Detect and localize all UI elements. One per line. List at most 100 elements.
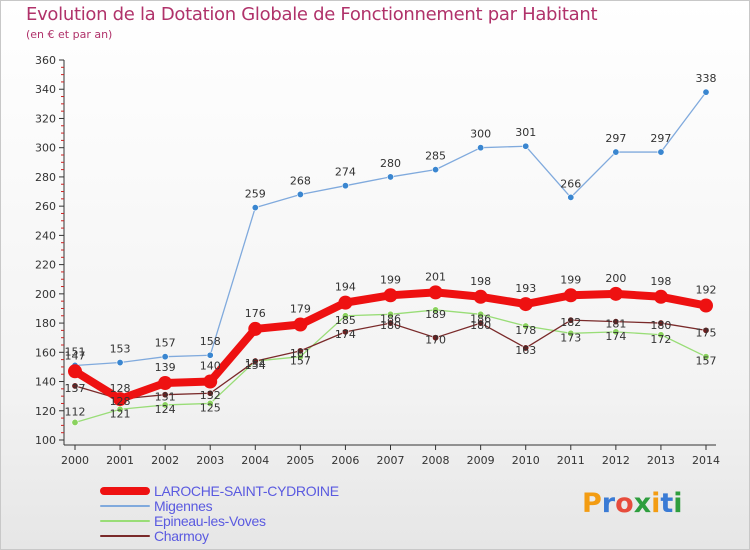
proxiti-logo: Proxiti <box>582 488 683 519</box>
data-point-1 <box>567 193 575 201</box>
data-point-3 <box>477 319 485 327</box>
logo-letter: x <box>633 488 652 519</box>
legend-swatch <box>100 520 150 522</box>
legend-swatch <box>100 487 150 495</box>
data-label-1: 157 <box>155 337 176 350</box>
data-label-1: 301 <box>515 126 536 139</box>
data-label-0: 199 <box>560 273 581 286</box>
data-point-3 <box>206 389 214 397</box>
data-label-1: 153 <box>110 343 131 356</box>
logo-letter: i <box>673 488 683 519</box>
data-point-1 <box>477 144 485 152</box>
legend-swatch <box>100 505 150 507</box>
data-label-1: 297 <box>650 132 671 145</box>
data-label-3: 163 <box>515 344 536 357</box>
data-point-2 <box>567 329 575 337</box>
data-point-0 <box>518 297 533 312</box>
data-label-2: 185 <box>335 314 356 327</box>
data-label-0: 199 <box>380 273 401 286</box>
data-label-0: 179 <box>290 303 311 316</box>
logo-letter: i <box>651 488 661 519</box>
y-tick-label: 260 <box>35 200 56 213</box>
data-point-1 <box>386 173 394 181</box>
data-point-3 <box>432 334 440 342</box>
legend-swatch <box>100 535 150 537</box>
data-point-2 <box>161 401 169 409</box>
data-label-3: 154 <box>245 357 266 370</box>
data-label-1: 259 <box>245 188 266 201</box>
data-point-0 <box>113 392 128 407</box>
data-label-1: 151 <box>65 345 86 358</box>
data-point-0 <box>383 288 398 303</box>
data-point-3 <box>657 319 665 327</box>
data-label-0: 139 <box>155 361 176 374</box>
data-label-3: 131 <box>155 391 176 404</box>
data-point-0 <box>608 286 623 301</box>
y-tick-label: 360 <box>35 54 56 67</box>
data-label-1: 266 <box>560 177 581 190</box>
x-tick-label: 2011 <box>557 454 585 467</box>
data-point-2 <box>522 322 530 330</box>
data-point-0 <box>158 376 173 390</box>
x-tick-label: 2014 <box>692 454 720 467</box>
logo-letter: t <box>660 488 674 519</box>
y-tick-label: 220 <box>35 259 56 272</box>
data-point-1 <box>432 166 440 174</box>
data-label-3: 174 <box>335 328 356 341</box>
data-point-1 <box>296 190 304 198</box>
data-label-2: 174 <box>605 330 626 343</box>
data-point-3 <box>612 318 620 326</box>
data-point-2 <box>116 405 124 413</box>
data-label-3: 182 <box>560 316 581 329</box>
data-label-1: 268 <box>290 174 311 187</box>
data-label-2: 189 <box>425 308 446 321</box>
x-tick-label: 2005 <box>286 454 314 467</box>
data-label-0: 194 <box>335 281 356 294</box>
x-tick-label: 2001 <box>106 454 134 467</box>
y-tick-label: 160 <box>35 346 56 359</box>
data-point-0 <box>68 364 82 379</box>
y-tick-label: 140 <box>35 376 56 389</box>
data-label-2: 173 <box>560 331 581 344</box>
data-point-1 <box>522 142 530 150</box>
data-point-3 <box>71 382 79 390</box>
data-point-0 <box>563 288 578 303</box>
data-label-0: 128 <box>110 382 131 395</box>
data-point-2 <box>702 353 710 361</box>
data-point-1 <box>612 148 620 156</box>
data-label-1: 338 <box>696 72 717 85</box>
data-label-2: 178 <box>515 324 536 337</box>
x-tick-label: 2012 <box>602 454 630 467</box>
data-label-0: 176 <box>245 307 266 320</box>
data-label-3: 132 <box>200 389 221 402</box>
data-point-0 <box>699 298 713 313</box>
data-label-3: 180 <box>650 319 671 332</box>
y-tick-label: 100 <box>35 434 56 447</box>
y-tick-label: 180 <box>35 317 56 330</box>
data-point-2 <box>71 418 79 426</box>
x-tick-label: 2008 <box>422 454 450 467</box>
data-point-3 <box>251 357 259 365</box>
x-tick-label: 2000 <box>61 454 89 467</box>
logo-letter: P <box>582 488 602 519</box>
y-tick-label: 280 <box>35 171 56 184</box>
data-label-3: 170 <box>425 334 446 347</box>
legend-label: LAROCHE-SAINT-CYDROINE <box>154 483 339 499</box>
x-tick-label: 2007 <box>377 454 405 467</box>
data-label-1: 300 <box>470 128 491 141</box>
data-label-0: 198 <box>650 275 671 288</box>
data-point-3 <box>522 344 530 352</box>
data-point-1 <box>251 204 259 212</box>
data-point-1 <box>116 359 124 367</box>
data-label-2: 121 <box>110 407 131 420</box>
data-point-0 <box>293 317 308 332</box>
data-label-1: 285 <box>425 150 446 163</box>
data-label-2: 186 <box>470 312 491 325</box>
y-tick-label: 340 <box>35 83 56 96</box>
data-label-0: 147 <box>65 349 86 362</box>
data-point-0 <box>248 321 263 336</box>
data-label-1: 158 <box>200 335 221 348</box>
x-tick-label: 2010 <box>512 454 540 467</box>
